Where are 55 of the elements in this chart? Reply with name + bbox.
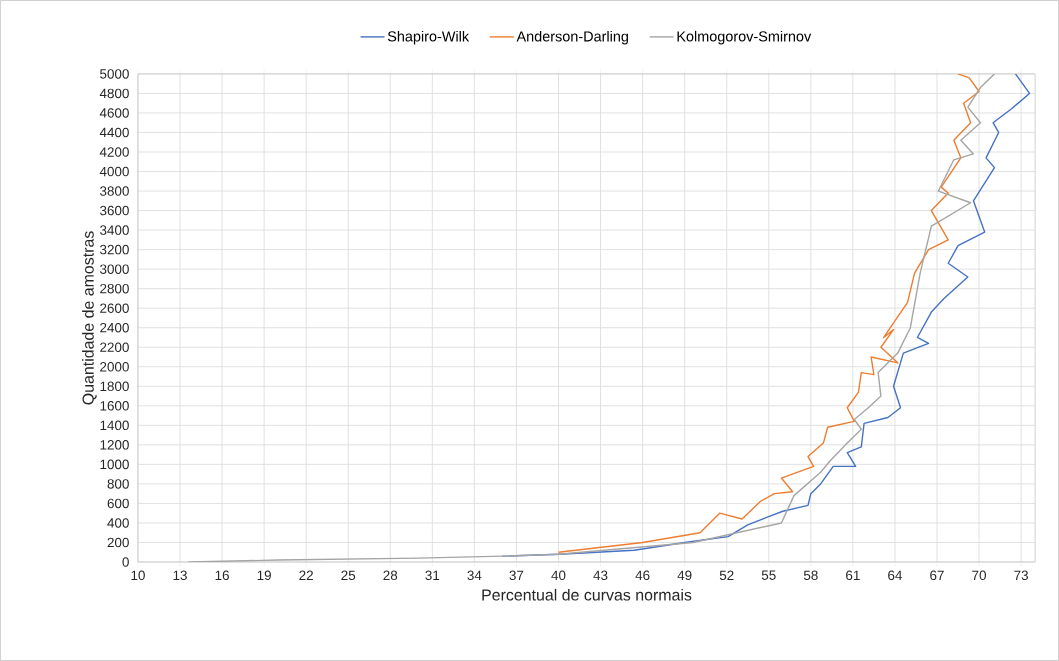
x-tick-label: 73 (1014, 570, 1028, 581)
x-tick-label: 22 (299, 570, 313, 580)
x-tick-label: 46 (635, 570, 650, 581)
legend-label: Anderson-Darling (516, 30, 628, 45)
y-tick-label: 2200 (100, 342, 129, 353)
x-tick-label: 28 (383, 570, 398, 581)
x-tick-label: 58 (803, 570, 818, 581)
y-tick-label: 2400 (100, 322, 129, 333)
y-tick-label: 1600 (100, 401, 129, 411)
x-tick-label: 40 (551, 570, 566, 581)
y-tick-label: 400 (107, 518, 129, 528)
x-tick-label: 31 (425, 570, 440, 581)
y-tick-label: 1400 (100, 420, 129, 431)
x-tick-label: 10 (131, 570, 145, 581)
x-tick-label: 34 (467, 570, 482, 581)
x-tick-label: 37 (509, 570, 524, 581)
y-tick-label: 5000 (100, 69, 129, 79)
y-tick-label: 3600 (100, 205, 129, 216)
y-tick-label: 600 (107, 498, 129, 509)
y-tick-label: 0 (122, 557, 129, 567)
y-tick-label: 4200 (99, 147, 129, 157)
x-tick-label: 55 (761, 570, 776, 580)
y-tick-label: 2600 (100, 303, 129, 313)
line-series (187, 73, 996, 563)
y-tick-label: 1200 (100, 440, 129, 450)
y-tick-label: 200 (107, 537, 129, 548)
y-tick-label: 3200 (100, 244, 129, 255)
line-series (557, 73, 980, 553)
x-tick-label: 67 (930, 570, 944, 581)
y-tick-label: 1800 (100, 381, 129, 392)
x-tick-label: 64 (888, 570, 903, 581)
legend-label: Shapiro-Wilk (387, 30, 470, 45)
x-axis-title: Percentual de curvas normais (482, 588, 692, 601)
x-tick-label: 19 (257, 570, 271, 581)
x-tick-label: 43 (593, 570, 608, 581)
y-tick-label: 800 (107, 479, 129, 489)
y-tick-label: 4400 (99, 127, 129, 138)
y-tick-label: 3800 (100, 186, 129, 196)
y-tick-label: 1000 (100, 459, 129, 470)
x-tick-label: 13 (173, 570, 187, 581)
x-tick-label: 25 (341, 570, 356, 581)
y-tick-label: 4600 (99, 108, 129, 118)
legend-label: Kolmogorov-Smirnov (677, 30, 812, 45)
x-tick-label: 52 (719, 570, 734, 581)
x-tick-label: 61 (846, 570, 860, 581)
y-tick-label: 3400 (100, 225, 129, 235)
y-tick-label: 2800 (100, 283, 129, 294)
y-tick-label: 4000 (99, 166, 129, 177)
y-tick-label: 3000 (100, 264, 129, 274)
x-tick-label: 49 (677, 570, 692, 581)
x-tick-label: 70 (972, 570, 986, 581)
y-tick-label: 2000 (100, 362, 129, 372)
y-axis-title: Quantidade de amostras (82, 231, 97, 405)
y-tick-label: 4800 (99, 88, 129, 99)
x-tick-label: 16 (215, 570, 229, 581)
